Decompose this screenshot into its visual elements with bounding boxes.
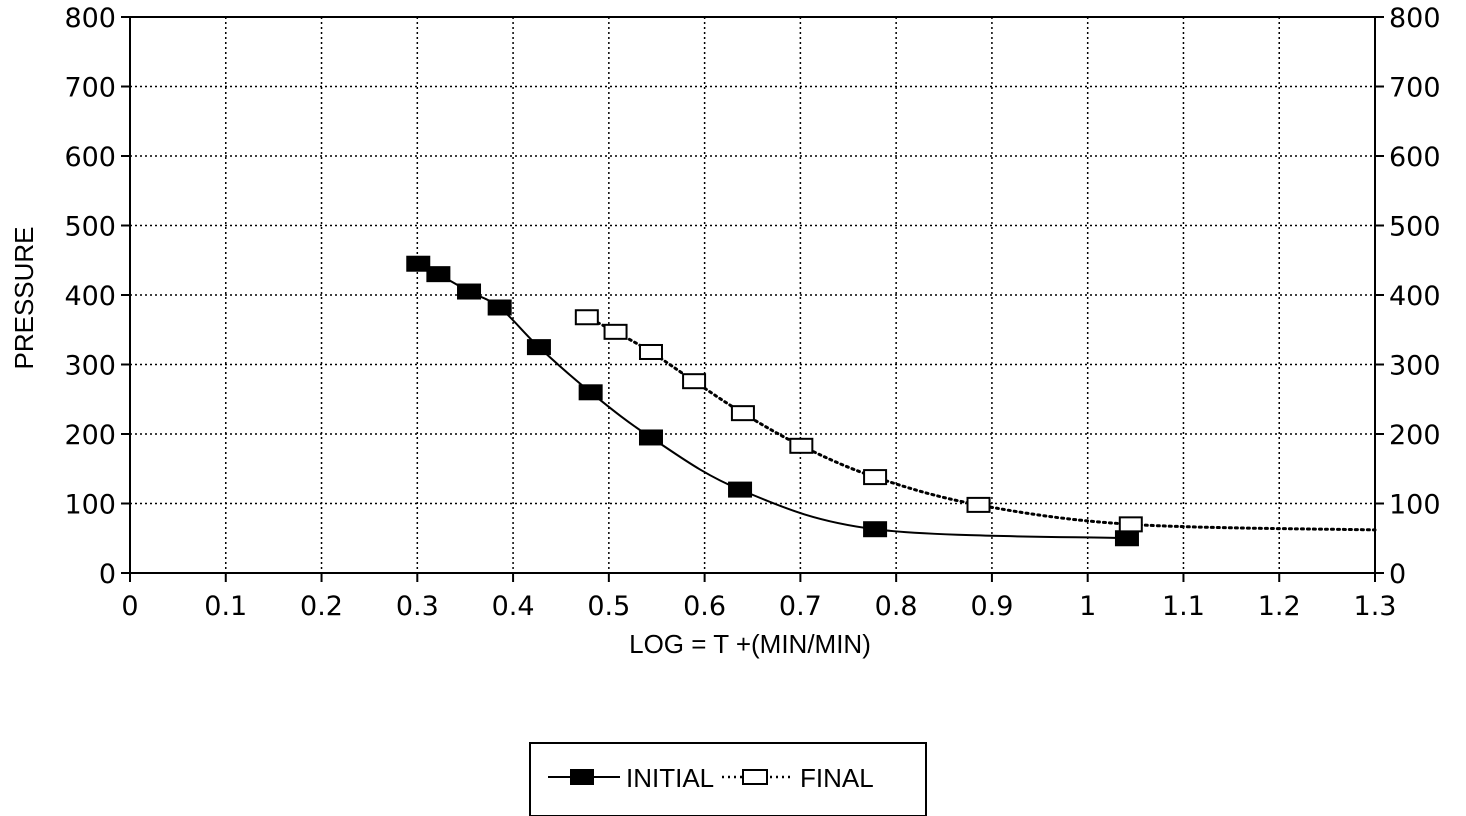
point-initial: [487, 299, 512, 316]
y-tick-label-left: 700: [64, 73, 116, 104]
x-tick-label: 0.2: [300, 591, 343, 622]
y-tick-label-right: 700: [1389, 73, 1441, 104]
y-tick-label-right: 0: [1389, 559, 1406, 590]
x-tick-label: 0.5: [587, 591, 630, 622]
x-tick-label: 0.7: [779, 591, 822, 622]
y-tick-label-left: 600: [64, 142, 116, 173]
y-tick-label-left: 0: [99, 559, 116, 590]
point-initial: [406, 255, 431, 272]
series-layer: [406, 255, 1377, 547]
x-axis-label: LOG = T +(MIN/MIN): [629, 629, 871, 659]
y-tick-label-right: 800: [1389, 3, 1441, 34]
point-initial: [638, 429, 663, 446]
axes: [121, 16, 1384, 582]
y-tick-label-right: 400: [1389, 281, 1441, 312]
legend-marker-final: [742, 769, 768, 785]
point-initial: [863, 521, 888, 538]
series-line-initial: [417, 262, 1127, 540]
point-initial: [728, 481, 753, 498]
x-tick-label: 0.1: [204, 591, 247, 622]
y-tick-label-right: 500: [1389, 212, 1441, 243]
y-tick-label-right: 600: [1389, 142, 1441, 173]
y-tick-label-left: 800: [64, 3, 116, 34]
point-final: [1118, 516, 1143, 533]
point-initial: [426, 266, 451, 283]
y-tick-label-left: 400: [64, 281, 116, 312]
point-final: [730, 405, 755, 422]
x-tick-label: 0.3: [396, 591, 439, 622]
point-final: [863, 469, 888, 486]
point-final: [789, 437, 814, 454]
x-tick-label: 1: [1079, 591, 1096, 622]
point-final: [682, 373, 707, 390]
x-tick-label: 0: [121, 591, 138, 622]
y-tick-label-left: 100: [64, 490, 116, 521]
y-axis-label: PRESSURE: [9, 226, 39, 369]
point-final: [574, 309, 599, 326]
x-tick-label: 1.2: [1258, 591, 1301, 622]
x-tick-label: 0.4: [492, 591, 535, 622]
point-final: [638, 343, 663, 360]
y-tick-label-right: 200: [1389, 420, 1441, 451]
x-tick-label: 1.1: [1162, 591, 1205, 622]
x-tick-label: 0.6: [683, 591, 726, 622]
x-tick-label: 0.9: [970, 591, 1013, 622]
y-tick-label-left: 500: [64, 212, 116, 243]
plot-frame: [129, 16, 1376, 574]
point-initial: [1114, 530, 1139, 547]
grid-lines: [130, 17, 1375, 573]
point-final: [966, 496, 991, 513]
legend-box: [529, 742, 927, 816]
y-tick-label-right: 100: [1389, 490, 1441, 521]
point-initial: [526, 339, 551, 356]
y-tick-label-left: 300: [64, 351, 116, 382]
point-initial: [578, 384, 603, 401]
legend: INITIAL FINAL: [529, 742, 927, 816]
x-tick-label: 0.8: [875, 591, 918, 622]
y-tick-label-left: 200: [64, 420, 116, 451]
legend-label-initial: INITIAL: [626, 763, 714, 793]
point-initial: [457, 283, 482, 300]
legend-marker-initial: [570, 769, 594, 785]
y-tick-label-right: 300: [1389, 351, 1441, 382]
legend-label-final: FINAL: [800, 763, 874, 793]
x-tick-label: 1.3: [1354, 591, 1397, 622]
point-final: [603, 323, 628, 340]
tick-labels: 0 0.1 0.2 0.3 0.4 0.5 0.6 0.7 0.8 0.9 1 1.1 1.2 1.30 0…: [64, 3, 1440, 622]
